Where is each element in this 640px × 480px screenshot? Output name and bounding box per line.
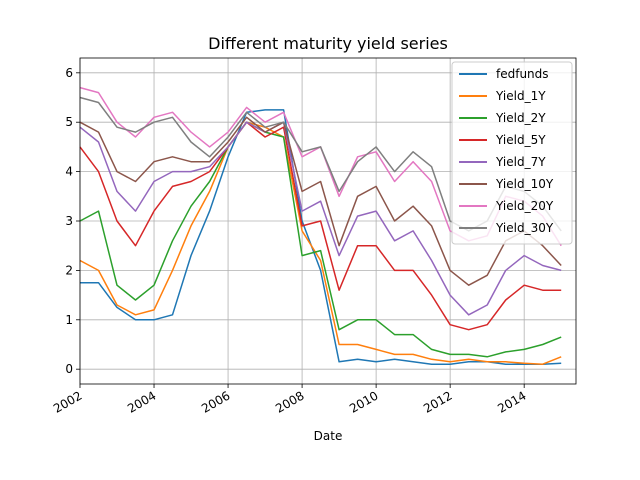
legend-entry-label: Yield_5Y	[495, 133, 546, 147]
legend: fedfunds Yield_1Y Yield_2Y Yield_5Y Yield_7Y…	[451, 61, 573, 245]
y-axis-ticks: 0 1 2 3 4 5 6	[65, 66, 80, 376]
y-tick-label: 3	[65, 214, 73, 228]
series-line-yield-1y	[79, 121, 562, 365]
legend-entry-label: fedfunds	[496, 67, 549, 81]
y-tick-label: 5	[65, 115, 73, 129]
y-tick-label: 4	[65, 165, 73, 179]
legend-entry-label: Yield_2Y	[495, 111, 546, 125]
series-line-yield-10y	[79, 116, 562, 286]
x-axis-label: Date	[314, 429, 343, 443]
legend-box	[451, 61, 573, 245]
legend-entry-label: Yield_1Y	[495, 89, 546, 103]
chart-title: Different maturity yield series	[208, 34, 448, 53]
y-tick-label: 0	[65, 362, 73, 376]
y-tick-label: 1	[65, 313, 73, 327]
series-line-yield-7y	[79, 121, 562, 316]
series-line-yield-2y	[79, 121, 562, 358]
y-tick-label: 2	[65, 263, 73, 277]
legend-entry-label: Yield_30Y	[495, 221, 554, 235]
legend-entry-label: Yield_10Y	[495, 177, 554, 191]
y-tick-label: 6	[65, 66, 73, 80]
series-line-yield-5y	[79, 121, 562, 331]
legend-entry-label: Yield_20Y	[495, 199, 554, 213]
series-line-fedfunds	[80, 109, 562, 365]
legend-entry-label: Yield_7Y	[495, 155, 546, 169]
